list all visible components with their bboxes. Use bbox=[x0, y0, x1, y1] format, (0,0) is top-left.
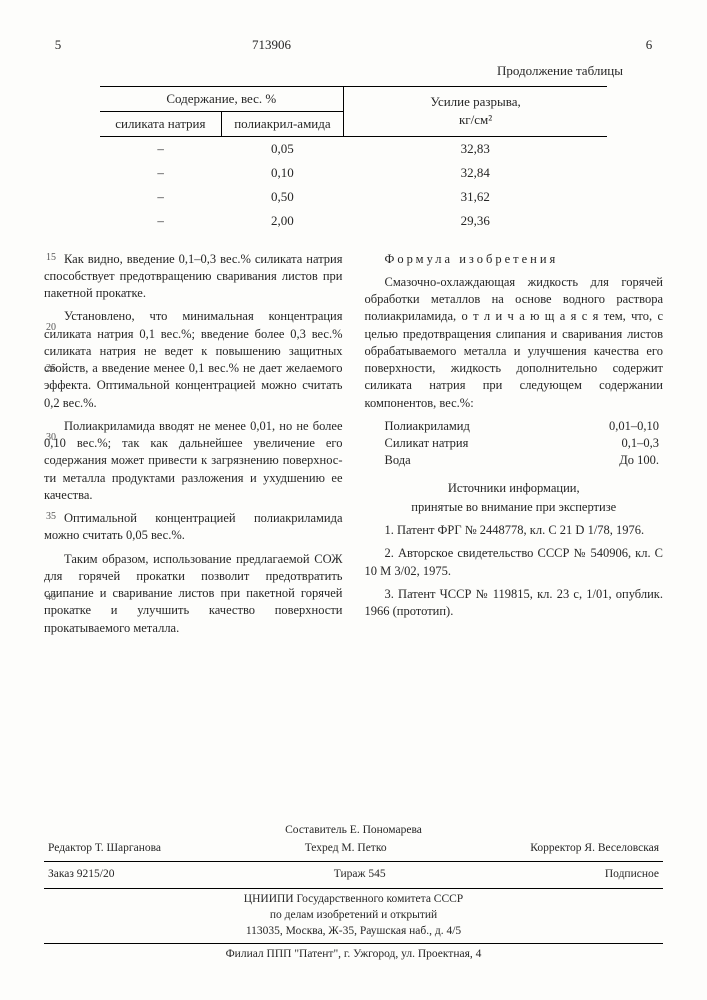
sources-sub: принятые во внимание при экспертизе bbox=[365, 499, 664, 516]
page-left-num: 5 bbox=[44, 36, 72, 54]
footer-rule bbox=[44, 888, 663, 889]
footer-rule bbox=[44, 861, 663, 862]
footer-corrector: Корректор Я. Веселовская bbox=[530, 841, 659, 857]
footer-org2: по делам изобретений и открытий bbox=[44, 908, 663, 924]
component-value: 0,01–0,10 bbox=[609, 418, 659, 435]
footer-sign: Подписное bbox=[605, 867, 659, 883]
cell: 32,84 bbox=[343, 161, 607, 185]
th-polyacryl: полиакрил-амида bbox=[222, 111, 344, 136]
cell: 0,10 bbox=[222, 161, 344, 185]
cell: – bbox=[100, 209, 222, 233]
cell: – bbox=[100, 161, 222, 185]
cell: 29,36 bbox=[343, 209, 607, 233]
para-text: Как видно, введение 0,1–0,3 вес.% силика… bbox=[44, 252, 343, 301]
para: 30 Полиакриламида вводят не менее 0,01, … bbox=[44, 418, 343, 504]
th-force-unit: кг/см² bbox=[459, 112, 492, 127]
para-text: Установлено, что минимальная кон­центрац… bbox=[44, 309, 343, 409]
right-column: Формула изобретения Смазочно-охлаждающая… bbox=[365, 251, 664, 643]
line-number: 35 bbox=[26, 510, 56, 524]
footer-rule bbox=[44, 943, 663, 944]
component-row: Полиакриламид 0,01–0,10 bbox=[365, 418, 664, 435]
line-number: 25 bbox=[26, 362, 56, 376]
line-number: 40 bbox=[26, 591, 56, 605]
line-number: 15 bbox=[26, 251, 56, 265]
cell: – bbox=[100, 185, 222, 209]
para: 15 Как видно, введение 0,1–0,3 вес.% сил… bbox=[44, 251, 343, 303]
footer-credits: Редактор Т. Шарганова Техред М. Петко Ко… bbox=[44, 839, 663, 859]
component-value: До 100. bbox=[619, 452, 659, 469]
component-name: Силикат натрия bbox=[385, 435, 469, 452]
para-text: Таким образом, использование пред­лагаем… bbox=[44, 552, 343, 635]
table-row: – 2,00 29,36 bbox=[100, 209, 608, 233]
th-silicate: силиката натрия bbox=[100, 111, 222, 136]
page-header: 5 713906 6 bbox=[44, 36, 663, 54]
footer-tirazh: Тираж 545 bbox=[334, 867, 386, 883]
component-row: Вода До 100. bbox=[365, 452, 664, 469]
para: 20 Установлено, что минимальная кон­цент… bbox=[44, 308, 343, 412]
footer-order-row: Заказ 9215/20 Тираж 545 Подписное bbox=[44, 865, 663, 885]
left-column: 15 Как видно, введение 0,1–0,3 вес.% сил… bbox=[44, 251, 343, 643]
para: 40 Таким образом, использование пред­лаг… bbox=[44, 551, 343, 637]
component-row: Силикат натрия 0,1–0,3 bbox=[365, 435, 664, 452]
footer-branch: Филиал ППП "Патент", г. Ужгород, ул. Про… bbox=[44, 947, 663, 963]
line-number: 20 bbox=[26, 321, 56, 335]
th-force: Усилие разрыва, кг/см² bbox=[343, 86, 607, 136]
table-row: – 0,50 31,62 bbox=[100, 185, 608, 209]
table-row: – 0,05 32,83 bbox=[100, 136, 608, 160]
footer-editor: Редактор Т. Шарганова bbox=[48, 841, 161, 857]
cell: 32,83 bbox=[343, 136, 607, 160]
para-text: Оптимальной концентрацией поли­акриламид… bbox=[44, 511, 343, 542]
cell: – bbox=[100, 136, 222, 160]
table-row: – 0,10 32,84 bbox=[100, 161, 608, 185]
source-item: 3. Патент ЧССР № 119815, кл. 23 с, 1/01,… bbox=[365, 586, 664, 621]
footer-compiler: Составитель Е. Пономарева bbox=[44, 823, 663, 839]
footer-org1: ЦНИИПИ Государственного комитета СССР bbox=[44, 892, 663, 908]
component-name: Полиакриламид bbox=[385, 418, 470, 435]
th-force-label: Усилие разрыва, bbox=[430, 94, 520, 109]
cell: 31,62 bbox=[343, 185, 607, 209]
para-text: Полиакриламида вводят не менее 0,01, но … bbox=[44, 419, 343, 502]
source-item: 1. Патент ФРГ № 2448778, кл. С 21 D 1/78… bbox=[365, 522, 664, 539]
footer-addr: 113035, Москва, Ж-35, Раушская наб., д. … bbox=[44, 924, 663, 940]
footer-order: Заказ 9215/20 bbox=[48, 867, 115, 883]
component-value: 0,1–0,3 bbox=[622, 435, 660, 452]
sources-title: Источники информации, bbox=[365, 480, 664, 497]
formula-title: Формула изобретения bbox=[365, 251, 664, 268]
source-item: 2. Авторское свидетельство СССР № 540906… bbox=[365, 545, 664, 580]
footer-tech: Техред М. Петко bbox=[305, 841, 387, 857]
doc-number: 713906 bbox=[72, 36, 635, 54]
cell: 0,05 bbox=[222, 136, 344, 160]
table-caption: Продолжение таблицы bbox=[44, 62, 623, 80]
footer: Составитель Е. Пономарева Редактор Т. Ша… bbox=[44, 823, 663, 963]
cell: 0,50 bbox=[222, 185, 344, 209]
para: 35 Оптимальной концентрацией поли­акрила… bbox=[44, 510, 343, 545]
line-number: 30 bbox=[26, 431, 56, 445]
th-content-group: Содержание, вес. % bbox=[100, 86, 344, 111]
page-right-num: 6 bbox=[635, 36, 663, 54]
claim-text: Смазочно-охлаждающая жидкость для горяче… bbox=[365, 274, 664, 412]
body-columns: 15 Как видно, введение 0,1–0,3 вес.% сил… bbox=[44, 251, 663, 643]
data-table: Содержание, вес. % Усилие разрыва, кг/см… bbox=[100, 86, 608, 233]
component-name: Вода bbox=[385, 452, 411, 469]
cell: 2,00 bbox=[222, 209, 344, 233]
